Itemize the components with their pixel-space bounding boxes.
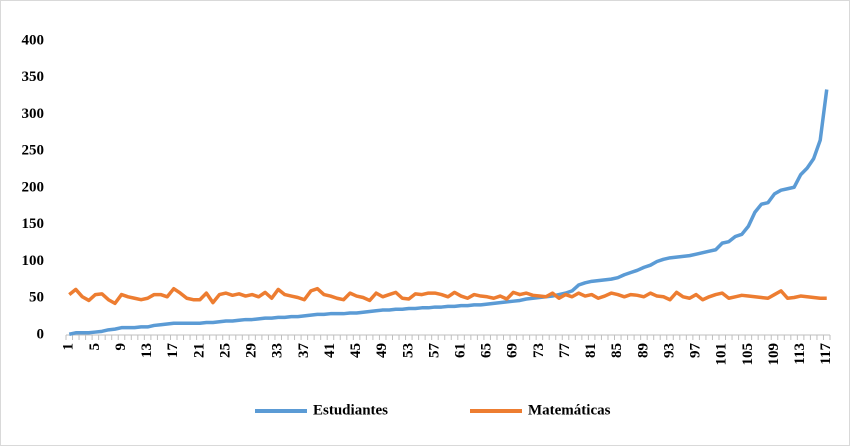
y-tick-label: 300 — [22, 106, 45, 122]
x-tick-label: 93 — [661, 343, 677, 358]
x-tick-label: 101 — [714, 343, 730, 366]
x-tick-label: 41 — [322, 343, 338, 358]
x-tick-label: 117 — [818, 343, 834, 365]
y-tick-label: 400 — [22, 32, 45, 48]
x-tick-label: 65 — [479, 343, 495, 358]
x-tick-label: 9 — [113, 343, 129, 351]
x-tick-label: 73 — [531, 343, 547, 358]
x-tick-label: 49 — [374, 343, 390, 358]
x-tick-label: 69 — [505, 343, 521, 358]
x-tick-label: 1 — [61, 343, 77, 351]
x-tick-label: 25 — [217, 343, 233, 358]
x-tick-label: 109 — [766, 343, 782, 366]
x-tick-label: 105 — [740, 343, 756, 366]
x-tick-label: 21 — [191, 343, 207, 358]
x-tick-label: 57 — [426, 343, 442, 359]
x-tick-label: 61 — [452, 343, 468, 358]
x-tick-label: 85 — [609, 343, 625, 358]
y-tick-label: 100 — [22, 253, 45, 269]
x-tick-label: 17 — [165, 343, 181, 359]
line-series — [68, 89, 829, 336]
y-tick-label: 0 — [37, 326, 45, 342]
y-tick-label: 350 — [22, 69, 45, 85]
x-tick-label: 37 — [296, 343, 312, 359]
x-tick-label: 33 — [270, 343, 286, 358]
y-tick-label: 200 — [22, 179, 45, 195]
x-tick-label: 89 — [635, 343, 651, 358]
x-tick-label: 53 — [400, 343, 416, 358]
x-tick-label: 29 — [244, 343, 260, 358]
line-series — [68, 286, 827, 306]
y-tick-label: 150 — [22, 216, 45, 232]
x-tick-label: 113 — [792, 343, 808, 365]
x-tick-label: 81 — [583, 343, 599, 358]
y-tick-label: 250 — [22, 143, 45, 159]
x-tick-label: 97 — [688, 343, 704, 359]
x-tick-label: 13 — [139, 343, 155, 358]
legend-label: Matemáticas — [528, 402, 611, 418]
x-tick-label: 77 — [557, 343, 573, 359]
x-tick-label: 45 — [348, 343, 364, 358]
y-tick-label: 50 — [29, 290, 44, 306]
x-tick-label: 5 — [87, 343, 103, 351]
legend-label: Estudiantes — [313, 402, 388, 418]
